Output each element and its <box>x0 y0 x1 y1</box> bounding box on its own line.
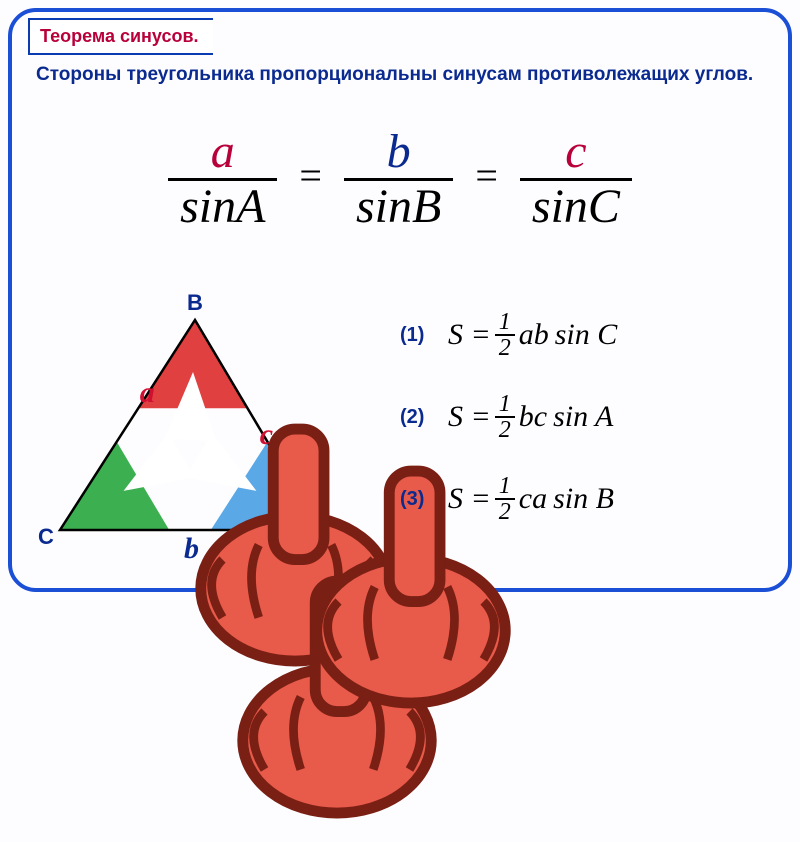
vertex-label-B: B <box>187 290 203 316</box>
vertex-label-C: C <box>38 524 54 550</box>
sin-term: sin B <box>553 482 614 516</box>
formula-number: (2) <box>400 406 448 429</box>
sin-term: sin C <box>555 318 618 352</box>
fraction-half: 12 <box>495 310 515 360</box>
denominator-sinC: sinC <box>520 178 632 231</box>
fraction-half: 12 <box>495 392 515 442</box>
numerator-b: b <box>344 128 453 178</box>
var-S: S = <box>448 318 491 352</box>
title-text: Теорема синусов. <box>40 26 199 46</box>
var-S: S = <box>448 400 491 434</box>
denominator-sinA: sinA <box>168 178 277 231</box>
formula-expression: S =12absin C <box>448 310 617 360</box>
equals-sign: = <box>475 156 498 196</box>
area-formula-row: (2)S =12bcsin A <box>400 392 760 442</box>
fraction-a: a sinA <box>168 128 277 231</box>
theorem-text: Стороны треугольника пропорциональны син… <box>36 64 753 85</box>
theorem-statement: Стороны треугольника пропорциональны син… <box>36 64 764 86</box>
sin-term: sin A <box>553 400 613 434</box>
area-formula-row: (1)S =12absin C <box>400 310 760 360</box>
vars: ab <box>519 318 549 352</box>
numerator-a: a <box>168 128 277 178</box>
vars: bc <box>519 400 547 434</box>
equals-sign: = <box>299 156 322 196</box>
vars: ca <box>519 482 547 516</box>
area-formula-row: (3)S =12casin B <box>400 474 760 524</box>
area-formulas: (1)S =12absin C(2)S =12bcsin A(3)S =12ca… <box>400 310 760 556</box>
formula-expression: S =12casin B <box>448 474 614 524</box>
title-box: Теорема синусов. <box>28 18 213 55</box>
triangle-diagram: A B C a b c <box>40 280 370 570</box>
fraction-c: c sinC <box>520 128 632 231</box>
fraction-half: 12 <box>495 474 515 524</box>
denominator-sinB: sinB <box>344 178 453 231</box>
numerator-c: c <box>520 128 632 178</box>
formula-number: (3) <box>400 488 448 511</box>
var-S: S = <box>448 482 491 516</box>
formula-number: (1) <box>400 324 448 347</box>
formula-expression: S =12bcsin A <box>448 392 613 442</box>
law-of-sines-formula: a sinA = b sinB = c sinC <box>0 128 800 231</box>
fraction-b: b sinB <box>344 128 453 231</box>
